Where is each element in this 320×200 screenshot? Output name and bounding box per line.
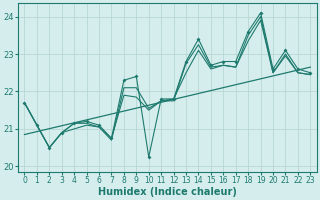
X-axis label: Humidex (Indice chaleur): Humidex (Indice chaleur): [98, 187, 237, 197]
